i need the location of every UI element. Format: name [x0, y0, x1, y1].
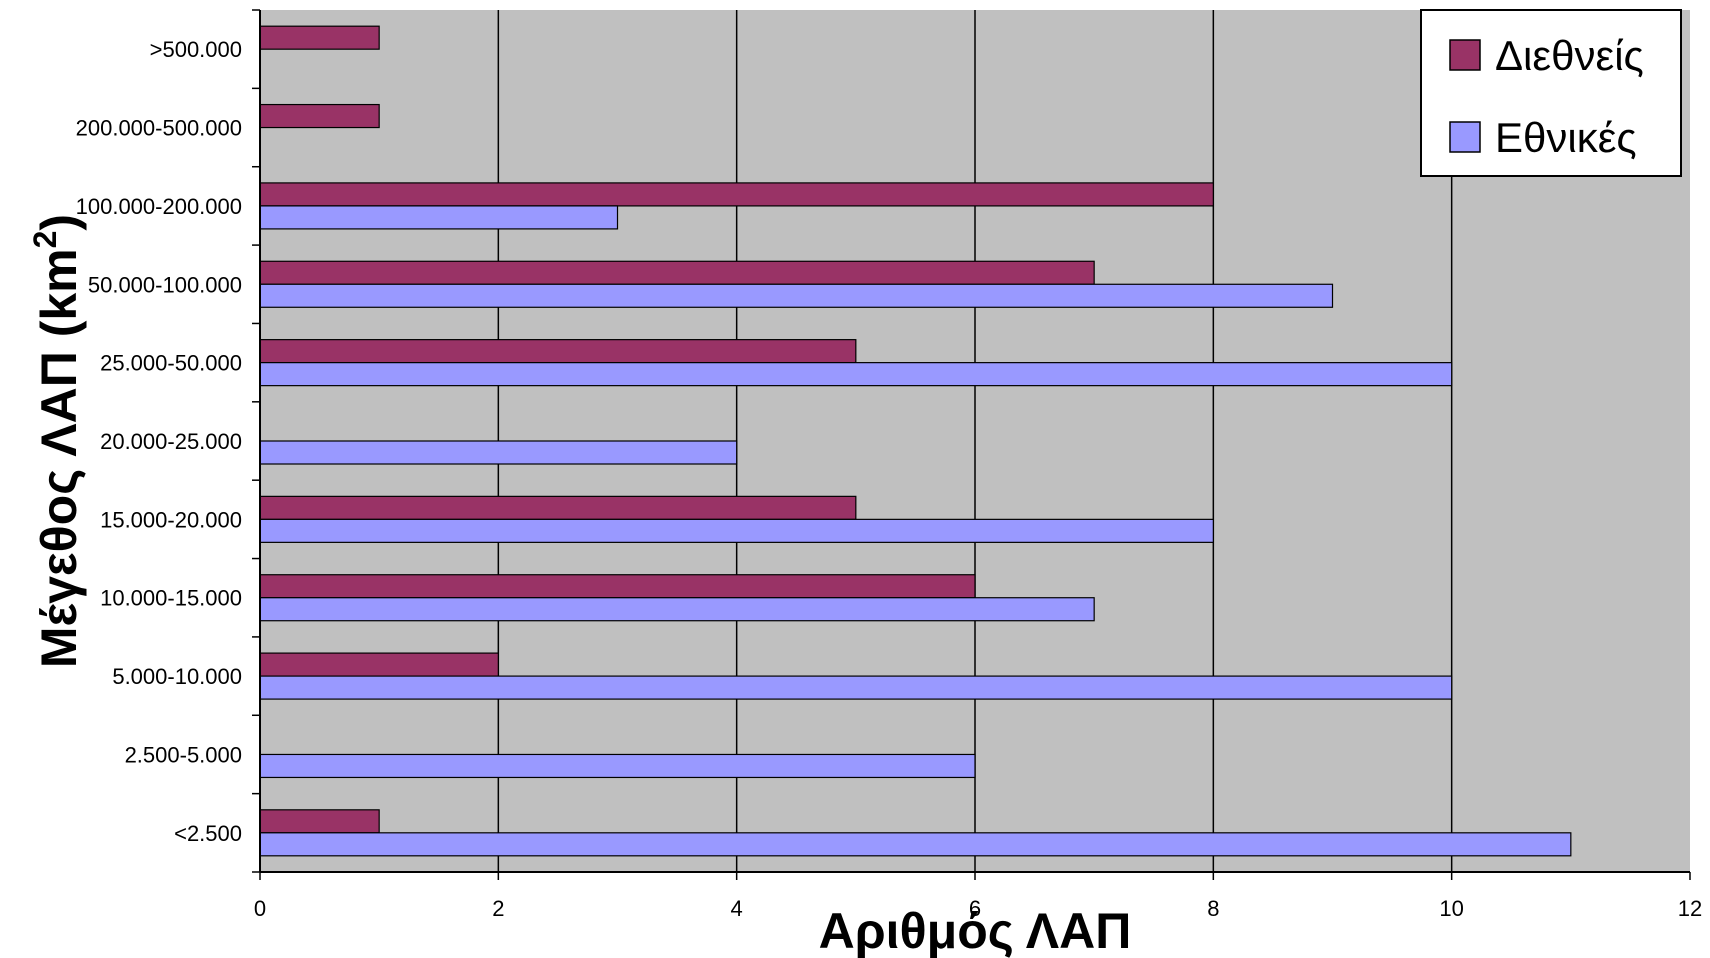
bar-international: [259, 103, 380, 129]
y-category-labels: >500.000 200.000-500.000 100.000-200.000 50…: [76, 37, 242, 846]
bar-national: [259, 283, 1334, 308]
y-category-label: 15.000-20.000: [100, 507, 242, 532]
bar-international: [259, 652, 499, 677]
y-axis-title: Μέγεθος ΛΑΠ (km2): [27, 214, 87, 668]
bar-international: [259, 260, 1095, 285]
x-tick-labels: 0 2 4 6 8 10 12: [254, 896, 1702, 921]
legend-swatch-international: [1449, 39, 1481, 71]
y-category-label: 200.000-500.000: [76, 116, 242, 141]
y-category-label: 25.000-50.000: [100, 351, 242, 376]
x-tick-label: 0: [254, 896, 266, 921]
legend: Διεθνείς Εθνικές: [1420, 9, 1682, 177]
x-tick-label: 10: [1439, 896, 1463, 921]
x-tick-label: 6: [969, 896, 981, 921]
bar-national: [259, 362, 1453, 387]
x-tick-label: 2: [492, 896, 504, 921]
y-category-label: 50.000-100.000: [88, 272, 242, 297]
bar-international: [259, 182, 1214, 207]
bar-national: [259, 440, 738, 465]
x-tick-label: 8: [1207, 896, 1219, 921]
y-category-label: 10.000-15.000: [100, 586, 242, 611]
y-category-label: 20.000-25.000: [100, 429, 242, 454]
bar-national: [259, 675, 1453, 700]
bars: [259, 25, 1572, 857]
y-category-label: <2.500: [174, 821, 242, 846]
bar-national: [259, 753, 976, 779]
y-category-label: 100.000-200.000: [76, 194, 242, 219]
y-category-label: 5.000-10.000: [112, 664, 242, 689]
bar-national: [259, 832, 1572, 857]
legend-label-international: Διεθνείς: [1495, 32, 1644, 79]
bar-international: [259, 495, 857, 520]
bar-international: [259, 574, 976, 599]
y-category-label: 2.500-5.000: [125, 742, 242, 767]
legend-swatch-national: [1449, 121, 1481, 153]
bar-international: [259, 25, 380, 50]
bar-national: [259, 518, 1214, 543]
y-category-label: >500.000: [150, 37, 242, 62]
x-tick-label: 4: [731, 896, 743, 921]
x-tick-label: 12: [1678, 896, 1702, 921]
bar-international: [259, 339, 857, 364]
x-axis-title: Αριθμός ΛΑΠ: [819, 903, 1132, 958]
legend-label-national: Εθνικές: [1495, 114, 1637, 161]
axes: [252, 9, 1691, 880]
bar-national: [259, 597, 1095, 622]
bar-national: [259, 205, 619, 230]
bar-international: [259, 809, 380, 834]
